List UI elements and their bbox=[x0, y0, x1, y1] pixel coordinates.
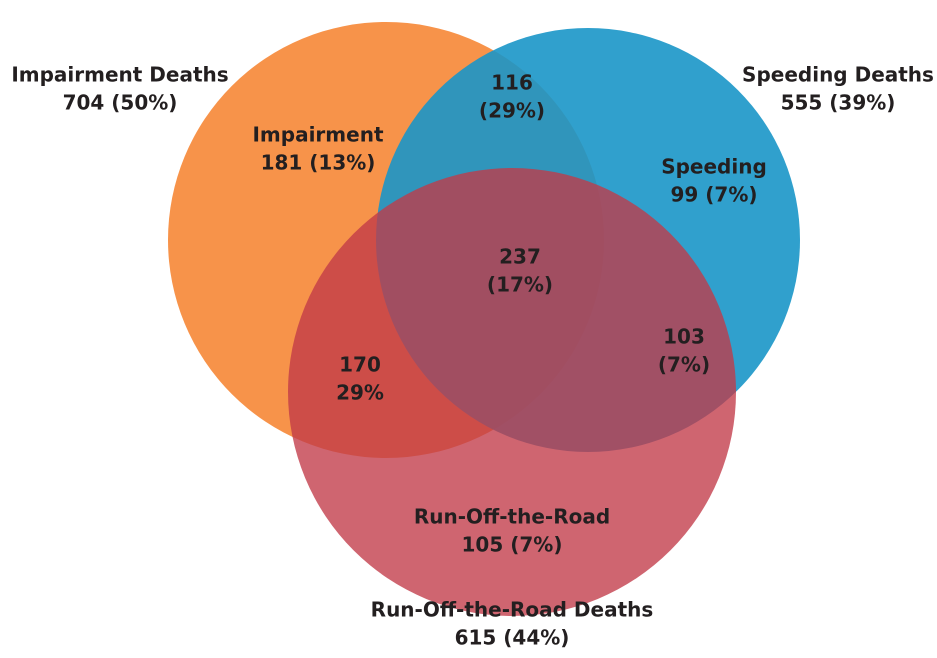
region-label: Impairment bbox=[252, 123, 383, 147]
set-label: Run-Off-the-Road Deaths bbox=[371, 598, 654, 622]
region-label: 237 bbox=[499, 245, 541, 269]
region-label: 29% bbox=[336, 381, 384, 405]
set-label: 704 (50%) bbox=[63, 91, 178, 115]
set-label: Impairment Deaths bbox=[11, 63, 228, 87]
region-label: (7%) bbox=[658, 353, 710, 377]
set-label: 615 (44%) bbox=[455, 626, 570, 650]
region-label: 103 bbox=[663, 325, 705, 349]
run-off-road-circle bbox=[288, 168, 736, 616]
region-label: 105 (7%) bbox=[462, 533, 563, 557]
region-label: Speeding bbox=[661, 155, 767, 179]
region-label: (29%) bbox=[479, 99, 545, 123]
region-label: Run-Off-the-Road bbox=[414, 505, 610, 529]
region-label: (17%) bbox=[487, 273, 553, 297]
region-label: 170 bbox=[339, 353, 381, 377]
set-label: 555 (39%) bbox=[781, 91, 896, 115]
region-label: 181 (13%) bbox=[261, 151, 376, 175]
region-label: 99 (7%) bbox=[670, 183, 757, 207]
set-label: Speeding Deaths bbox=[742, 63, 934, 87]
region-label: 116 bbox=[491, 71, 533, 95]
